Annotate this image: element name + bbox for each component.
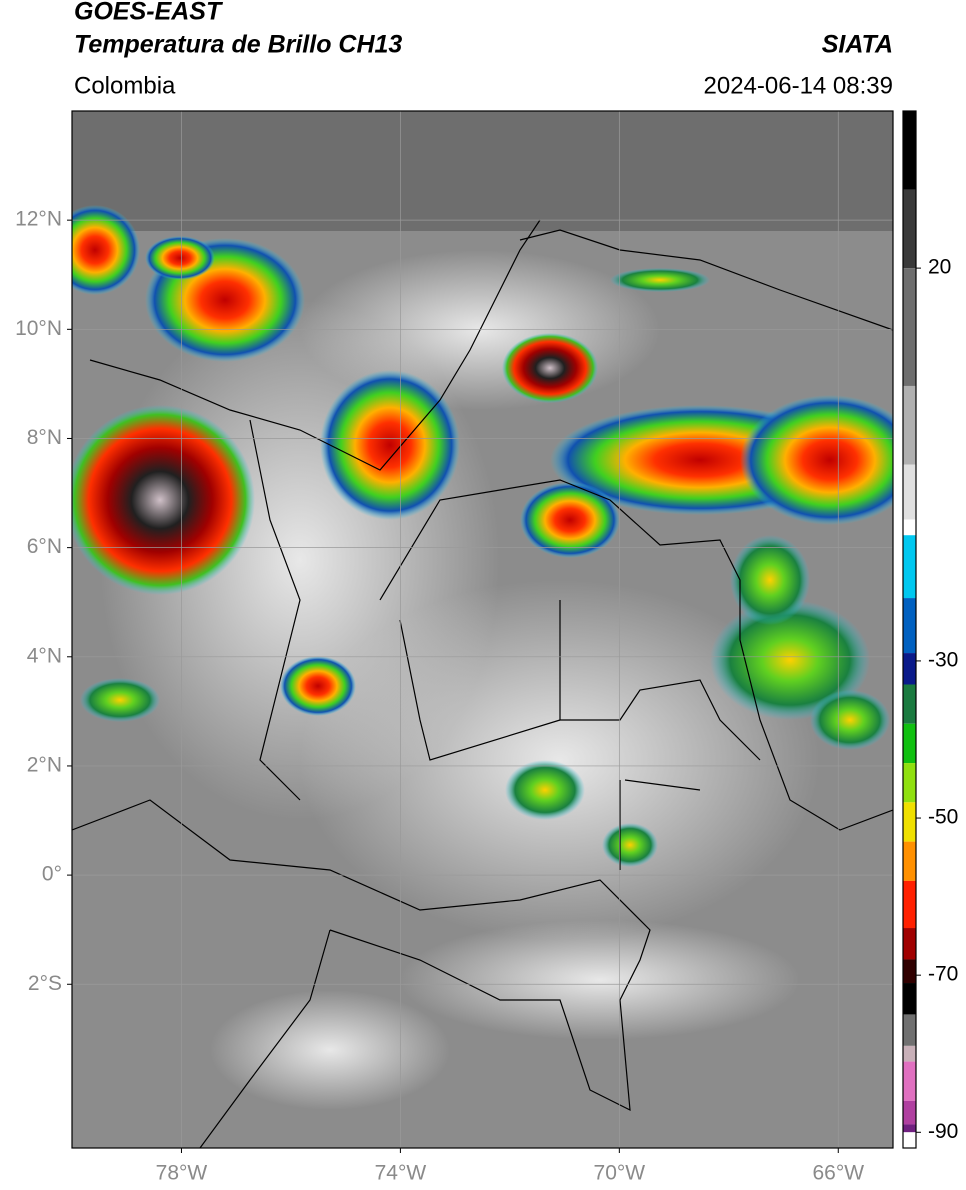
colorbar: 20 -30 -50 -70 -90 — [903, 111, 958, 1148]
colorbar-segment — [903, 1061, 916, 1101]
colorbar-segment — [903, 723, 916, 764]
colorbar-segment — [903, 189, 916, 269]
colorbar-tick-label: -70 — [928, 963, 958, 986]
colorbar-segment — [903, 983, 916, 1015]
y-tick-label: 4°N — [27, 644, 62, 667]
colorbar-segment — [903, 464, 916, 520]
y-tick-label: 10°N — [15, 317, 62, 340]
colorbar-segment — [903, 535, 916, 599]
x-tick-label: 70°W — [594, 1162, 646, 1185]
colorbar-segment — [903, 1132, 916, 1148]
colorbar-segment — [903, 385, 916, 465]
colorbar-segment — [903, 959, 916, 984]
colorbar-segment — [903, 598, 916, 654]
x-tick-label: 66°W — [812, 1162, 864, 1185]
colorbar-segment — [903, 1100, 916, 1125]
colorbar-segment — [903, 1014, 916, 1046]
map-image — [72, 111, 893, 1148]
colorbar-frame — [902, 110, 917, 1149]
x-tick-label: 78°W — [156, 1162, 208, 1185]
colorbar-segment — [903, 684, 916, 724]
colorbar-segment — [903, 763, 916, 803]
colorbar-segment — [903, 1045, 916, 1062]
colorbar-segment — [903, 111, 916, 190]
y-tick-label: 8°N — [27, 426, 62, 449]
datetime: 2024-06-14 08:39 — [704, 72, 894, 99]
colorbar-segment — [903, 519, 916, 536]
grid: 78°W 74°W 70°W 66°W 12°N 10°N 8°N 6°N 4°N 2°N 0° 2°… — [15, 111, 893, 1185]
colorbar-segment — [903, 841, 916, 881]
colorbar-segment — [903, 1124, 916, 1133]
colorbar-tick-label: -30 — [928, 648, 958, 671]
product-title: Temperatura de Brillo CH13 — [74, 31, 402, 59]
colorbar-segment — [903, 653, 916, 685]
colorbar-segment — [903, 268, 916, 386]
y-tick-label: 12°N — [15, 208, 62, 231]
colorbar-tick-label: -90 — [928, 1120, 958, 1143]
agency: SIATA — [822, 31, 893, 59]
source-title: GOES-EAST — [74, 0, 224, 26]
x-tick-label: 74°W — [375, 1162, 427, 1185]
y-tick-label: 2°S — [28, 972, 62, 995]
colorbar-segment — [903, 928, 916, 960]
colorbar-tick-label: 20 — [928, 256, 951, 279]
colorbar-tick-label: -50 — [928, 806, 958, 829]
y-tick-label: 2°N — [27, 753, 62, 776]
colorbar-segment — [903, 880, 916, 929]
colorbar-segment — [903, 802, 916, 842]
y-tick-label: 0° — [42, 863, 62, 886]
y-tick-label: 6°N — [27, 535, 62, 558]
map-frame — [71, 110, 894, 1149]
region: Colombia — [74, 72, 176, 99]
